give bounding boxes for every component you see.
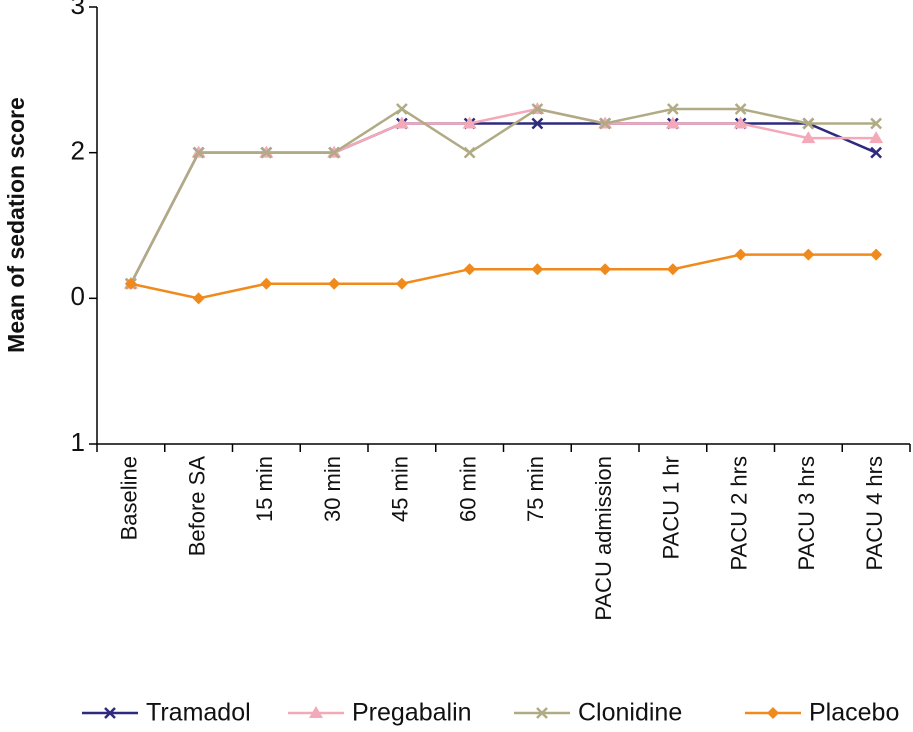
data-point xyxy=(734,103,747,115)
y-tick-label: 0 xyxy=(71,281,85,311)
data-point xyxy=(733,116,748,129)
data-point xyxy=(462,116,477,129)
x-tick-label: Baseline xyxy=(117,456,142,540)
legend-label: Pregabalin xyxy=(352,699,472,727)
data-point xyxy=(395,277,408,290)
legend-marker xyxy=(767,707,779,719)
data-point xyxy=(801,131,816,144)
data-point xyxy=(463,263,476,276)
x-tick-label: Before SA xyxy=(184,456,209,557)
y-axis-title: Mean of sedation score xyxy=(3,97,29,353)
x-tick-label: PACU 2 hrs xyxy=(726,456,751,571)
x-tick-label: PACU admission xyxy=(591,456,616,621)
x-tick-label: 60 min xyxy=(455,456,480,522)
data-point xyxy=(394,116,409,129)
series-line xyxy=(129,107,877,285)
y-tick-label: 1 xyxy=(71,427,85,457)
data-point xyxy=(802,117,815,130)
data-point xyxy=(666,263,679,276)
data-point xyxy=(124,277,137,290)
legend-label: Tramadol xyxy=(146,699,251,727)
x-tick-label: PACU 1 hr xyxy=(659,456,684,560)
data-point xyxy=(870,146,883,159)
legend-marker xyxy=(536,707,548,719)
x-tick-label: 75 min xyxy=(523,456,548,522)
data-point xyxy=(531,103,544,115)
x-tick-label: PACU 4 hrs xyxy=(862,456,887,571)
x-tick-label: PACU 3 hrs xyxy=(794,456,819,571)
data-point xyxy=(260,277,273,290)
legend-label: Clonidine xyxy=(578,699,682,727)
data-point xyxy=(665,116,680,129)
data-point xyxy=(463,146,476,159)
data-point xyxy=(666,103,679,115)
series-line xyxy=(130,253,877,300)
series-line xyxy=(129,122,877,285)
x-tick-label: 45 min xyxy=(388,456,413,522)
data-point xyxy=(870,117,883,130)
legend-marker xyxy=(309,706,323,718)
legend-label: Placebo xyxy=(809,699,899,727)
data-point xyxy=(869,131,884,144)
data-point xyxy=(328,146,341,159)
x-tick-label: 15 min xyxy=(252,456,277,522)
data-point xyxy=(802,248,815,261)
data-point xyxy=(531,263,544,276)
data-point xyxy=(192,146,205,159)
data-point xyxy=(260,146,273,159)
data-point xyxy=(599,117,612,130)
y-tick-label: 3 xyxy=(71,0,85,20)
data-point xyxy=(395,103,408,115)
data-point xyxy=(192,292,205,305)
data-point xyxy=(328,277,341,290)
data-point xyxy=(870,248,883,261)
legend-marker xyxy=(104,707,116,719)
series-line xyxy=(129,107,877,285)
data-point xyxy=(599,263,612,276)
y-tick-label: 2 xyxy=(71,136,85,166)
data-point xyxy=(531,117,544,130)
x-tick-label: 30 min xyxy=(320,456,345,522)
data-point xyxy=(734,248,747,261)
